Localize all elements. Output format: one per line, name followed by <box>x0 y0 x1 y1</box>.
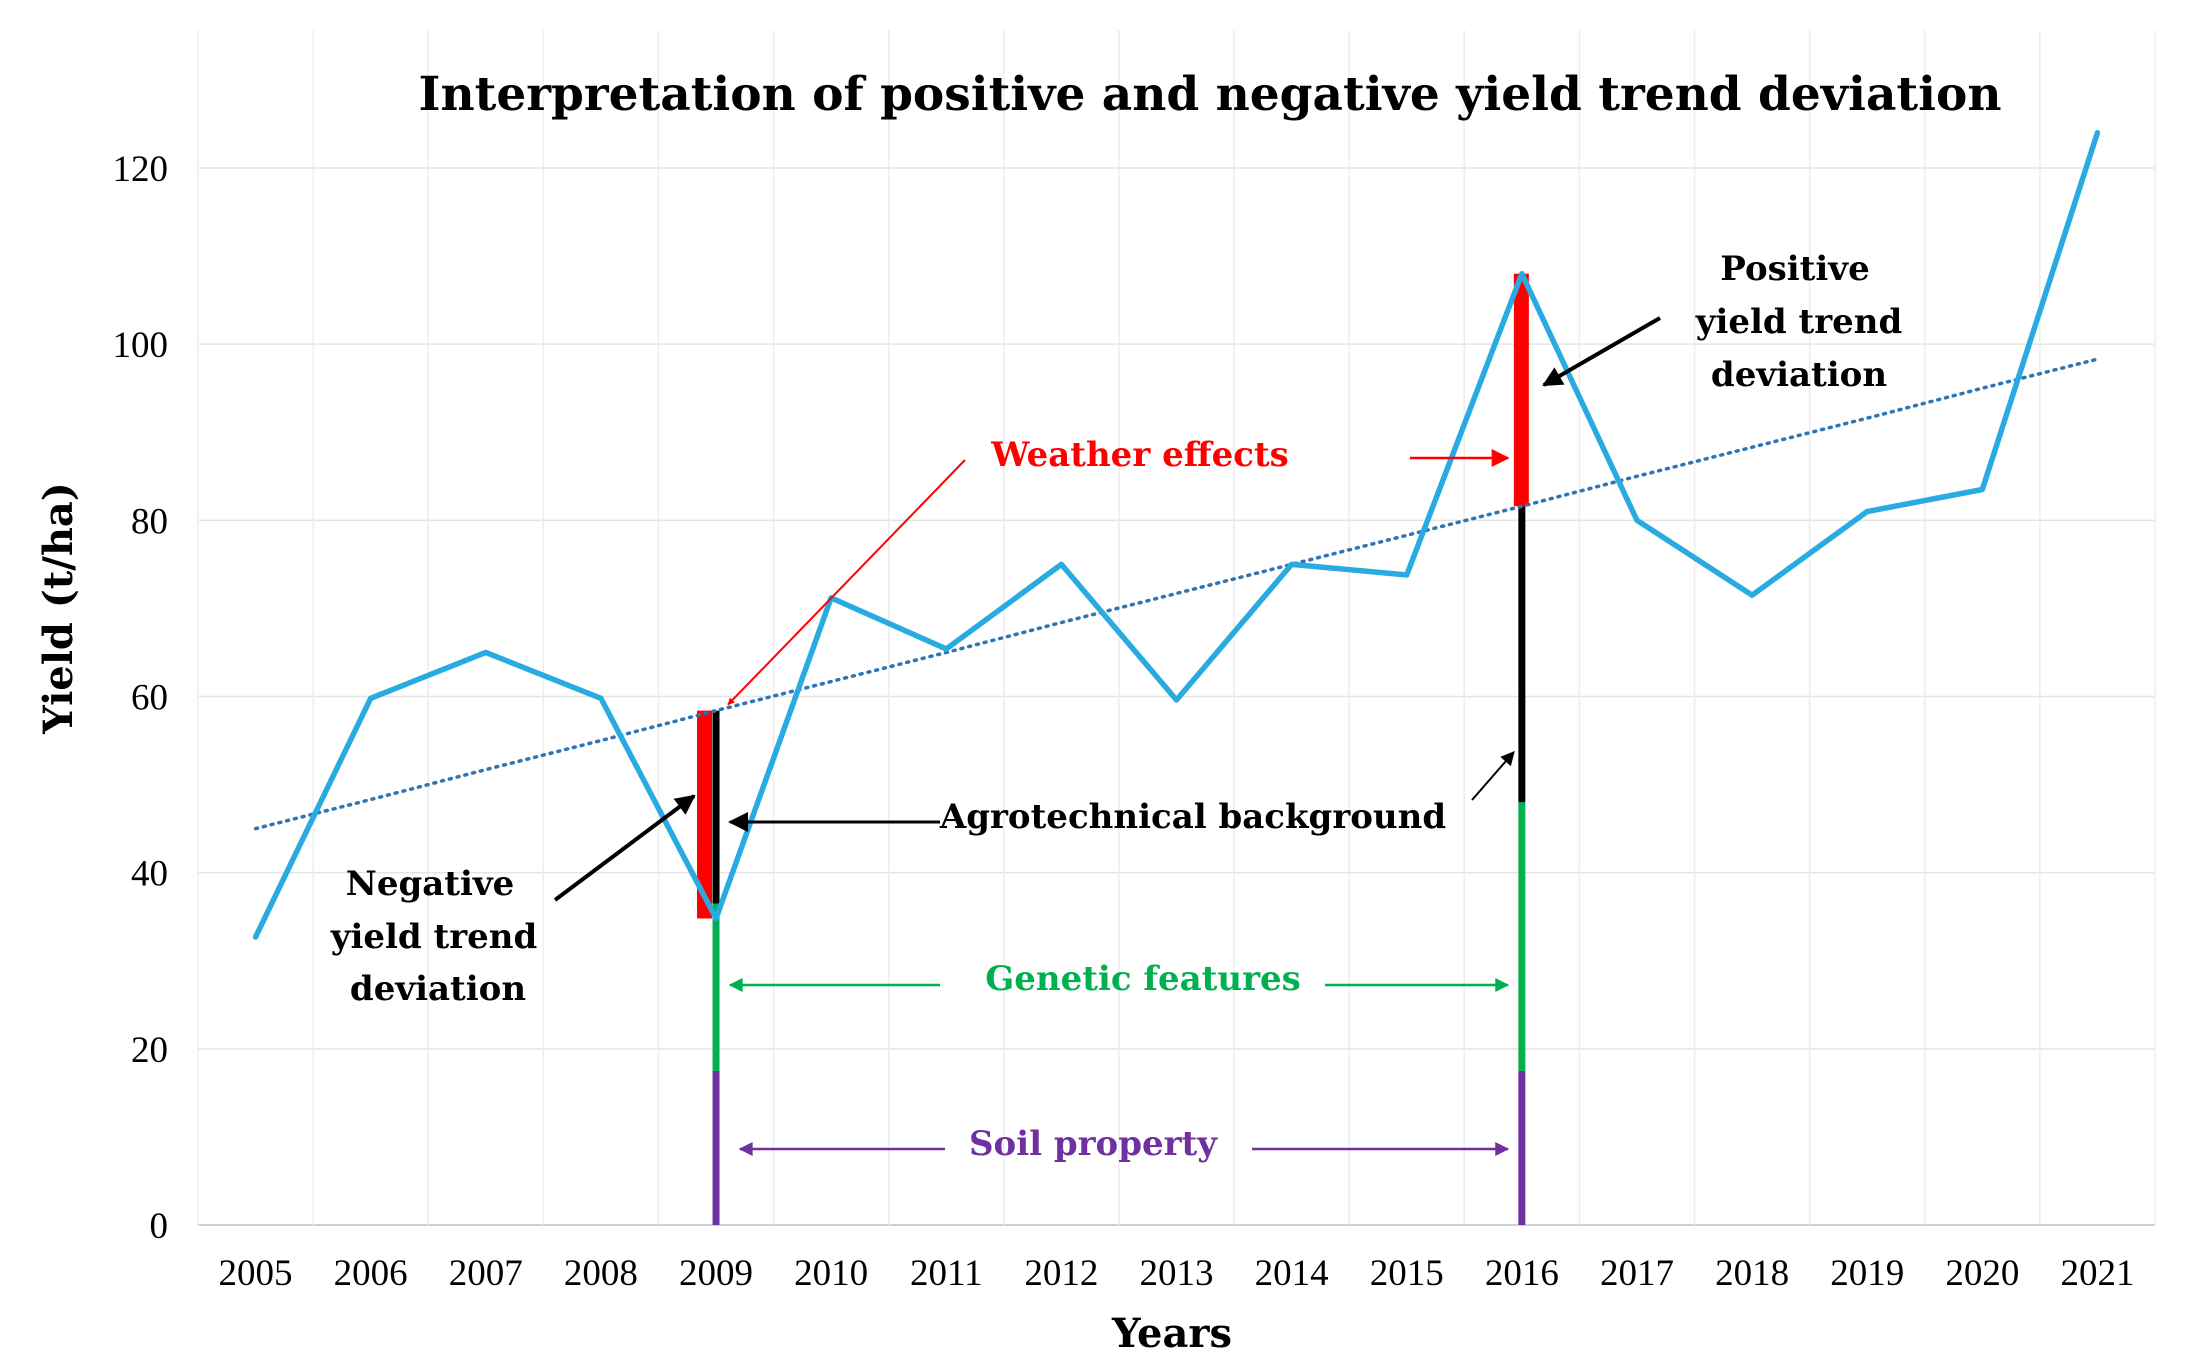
negative-deviation-label-line-2: yield trend <box>330 917 538 957</box>
x-tick-label-2018: 2018 <box>1715 1253 1789 1294</box>
positive-deviation-label-line-1: Positive <box>1720 249 1869 289</box>
x-tick-label-2015: 2015 <box>1370 1253 1444 1294</box>
x-tick-label-2008: 2008 <box>564 1253 638 1294</box>
y-tick-label-120: 120 <box>113 149 169 190</box>
x-tick-label-2006: 2006 <box>334 1253 408 1294</box>
x-axis-ticks: 2005 2006 2007 2008 2009 2010 2011 2012 2013 2014… <box>219 1253 2135 1294</box>
x-tick-label-2017: 2017 <box>1600 1253 1674 1294</box>
annotation-arrows <box>553 316 1661 1156</box>
y-tick-label-60: 60 <box>131 678 168 719</box>
x-axis-label: Years <box>1111 1310 1232 1357</box>
agrotechnical-background-label: Agrotechnical background <box>939 797 1446 837</box>
agro-arrow-2016 <box>1471 750 1515 801</box>
negative-deviation-label-line-3: deviation <box>350 969 526 1009</box>
x-tick-label-2016: 2016 <box>1485 1253 1559 1294</box>
x-tick-label-2005: 2005 <box>219 1253 293 1294</box>
y-tick-label-20: 20 <box>131 1030 168 1071</box>
genetic-features-label: Genetic features <box>985 959 1301 999</box>
soil-property-label: Soil property <box>969 1124 1218 1164</box>
x-tick-label-2013: 2013 <box>1140 1253 1214 1294</box>
trend-line <box>253 357 2100 831</box>
weather-effects-label: Weather effects <box>990 435 1289 475</box>
x-tick-label-2014: 2014 <box>1255 1253 1329 1294</box>
negative-deviation-label-line-1: Negative <box>346 864 515 904</box>
x-tick-label-2012: 2012 <box>1024 1253 1098 1294</box>
y-tick-label-0: 0 <box>150 1206 169 1247</box>
x-tick-label-2011: 2011 <box>910 1253 983 1294</box>
y-axis-label: Yield (t/ha) <box>35 482 82 735</box>
positive-deviation-label-line-3: deviation <box>1711 355 1887 395</box>
y-tick-label-80: 80 <box>131 501 168 542</box>
grid <box>197 30 2156 1226</box>
y-axis-ticks: 0 20 40 60 80 100 120 <box>113 149 169 1247</box>
series-lines <box>252 130 2101 940</box>
x-tick-label-2021: 2021 <box>2060 1253 2134 1294</box>
x-tick-label-2019: 2019 <box>1830 1253 1904 1294</box>
weather-arrow-2009 <box>727 459 966 706</box>
x-tick-label-2009: 2009 <box>679 1253 753 1294</box>
x-tick-label-2020: 2020 <box>1945 1253 2019 1294</box>
x-tick-label-2010: 2010 <box>794 1253 868 1294</box>
x-tick-label-2007: 2007 <box>449 1253 523 1294</box>
positive-deviation-arrow <box>1542 316 1661 387</box>
y-tick-label-100: 100 <box>113 325 169 366</box>
chart-title: Interpretation of positive and negative … <box>418 67 2001 122</box>
deviation-bar-2009 <box>697 710 713 919</box>
negative-deviation-arrow <box>553 794 696 902</box>
deviation-bars <box>697 273 1529 1225</box>
deviation-bar-2016 <box>1513 273 1529 507</box>
y-tick-label-40: 40 <box>131 854 168 895</box>
positive-deviation-label-line-2: yield trend <box>1695 302 1903 342</box>
